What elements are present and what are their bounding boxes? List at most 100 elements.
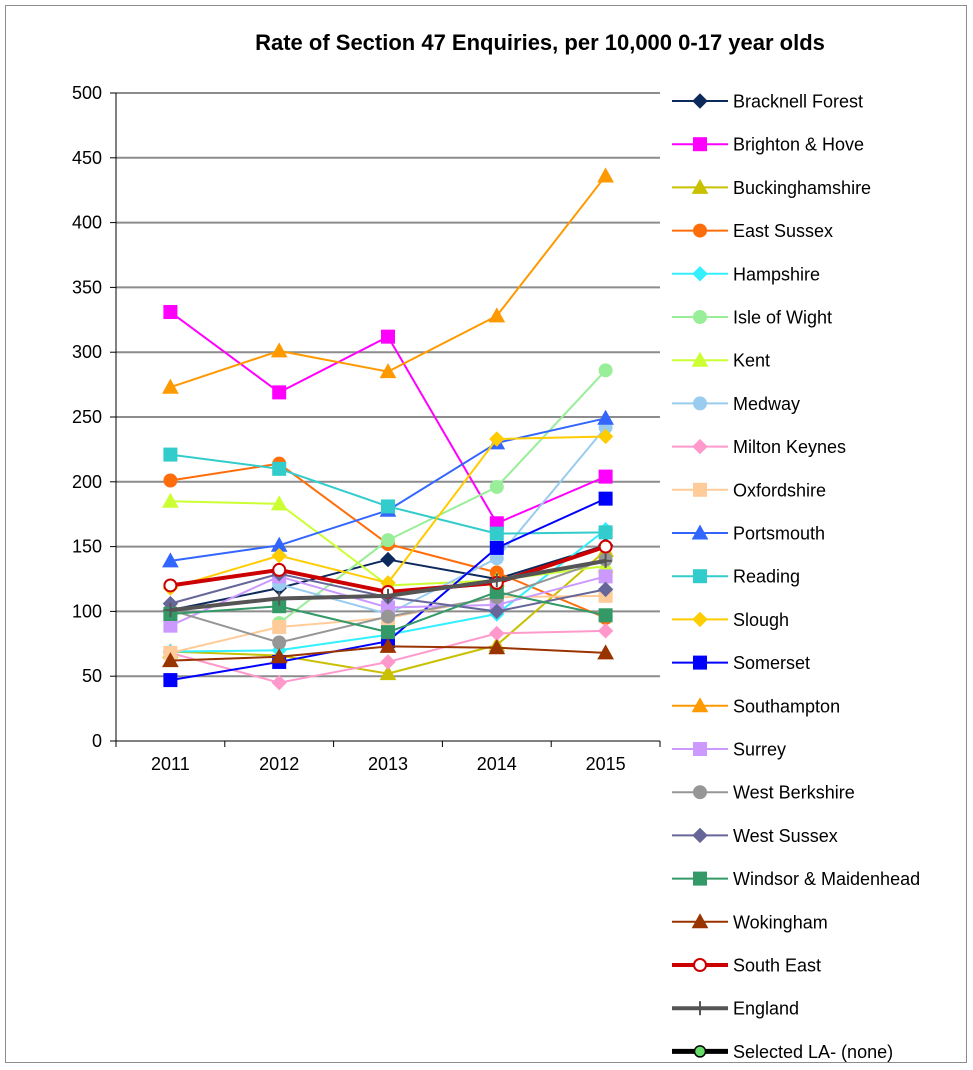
data-point bbox=[162, 552, 179, 568]
legend-entry: Selected LA- (none) bbox=[672, 1042, 893, 1062]
legend-label: Portsmouth bbox=[733, 524, 825, 544]
data-point bbox=[599, 553, 612, 568]
data-point bbox=[380, 551, 396, 568]
legend-label: Kent bbox=[733, 351, 770, 371]
legend-entry: Milton Keynes bbox=[672, 437, 846, 457]
data-point bbox=[598, 569, 613, 584]
data-point bbox=[489, 625, 505, 642]
legend-entry: Windsor & Maidenhead bbox=[672, 869, 920, 889]
legend-entry: Reading bbox=[672, 567, 800, 587]
legend-entry: Brighton & Hove bbox=[672, 135, 864, 155]
y-tick-label: 450 bbox=[72, 148, 102, 168]
data-point bbox=[162, 492, 179, 508]
legend-label: South East bbox=[733, 956, 821, 976]
data-point bbox=[598, 363, 613, 378]
legend-swatch-marker bbox=[693, 958, 707, 972]
y-tick-label: 200 bbox=[72, 472, 102, 492]
data-point bbox=[163, 447, 178, 462]
legend-swatch-marker bbox=[693, 223, 707, 238]
data-point bbox=[598, 525, 613, 540]
legend-label: Milton Keynes bbox=[733, 437, 846, 457]
data-point bbox=[598, 539, 613, 554]
legend-label: Hampshire bbox=[733, 264, 820, 284]
legend-swatch-marker bbox=[692, 93, 708, 109]
y-tick-label: 500 bbox=[72, 83, 102, 103]
data-point bbox=[272, 619, 287, 634]
data-point bbox=[272, 635, 287, 650]
legend-entry: Buckinghamshire bbox=[672, 178, 871, 198]
legend-swatch-marker bbox=[693, 310, 707, 324]
y-tick-label: 300 bbox=[72, 342, 102, 362]
y-tick-label: 0 bbox=[92, 731, 102, 751]
data-point bbox=[379, 637, 397, 653]
data-point bbox=[382, 588, 394, 603]
data-point bbox=[163, 305, 178, 320]
data-point bbox=[381, 625, 395, 640]
data-point bbox=[270, 342, 288, 358]
legend-swatch-marker bbox=[691, 697, 709, 713]
data-point bbox=[380, 654, 396, 670]
data-point bbox=[164, 603, 177, 618]
series-southampton bbox=[162, 167, 614, 394]
legend-swatch-marker bbox=[692, 827, 708, 844]
legend-label: Bracknell Forest bbox=[733, 92, 863, 112]
x-tick-label: 2015 bbox=[586, 754, 626, 774]
y-axis-ticks: 0 50 100 150 200 250 300 350 400 450 500 bbox=[72, 83, 116, 751]
data-point bbox=[270, 648, 288, 664]
x-tick-label: 2012 bbox=[259, 754, 299, 774]
legend-swatch-marker bbox=[693, 569, 707, 584]
legend-entry: England bbox=[672, 999, 799, 1019]
legend-swatch-marker bbox=[691, 524, 709, 540]
legend-swatch-marker bbox=[691, 351, 709, 367]
data-point bbox=[162, 378, 179, 394]
chart-frame bbox=[5, 5, 967, 1063]
data-point bbox=[381, 533, 395, 548]
data-point bbox=[488, 307, 506, 323]
legend: Bracknell Forest Brighton & Hove Buckingha… bbox=[672, 92, 920, 1062]
x-tick-label: 2014 bbox=[477, 754, 517, 774]
legend-entry: Isle of Wight bbox=[672, 308, 832, 328]
legend-entry: Somerset bbox=[672, 653, 810, 673]
data-point bbox=[381, 609, 395, 624]
data-point bbox=[597, 644, 614, 660]
legend-entry: Bracknell Forest bbox=[672, 92, 863, 112]
legend-entry: Surrey bbox=[672, 740, 786, 760]
data-point bbox=[488, 639, 506, 655]
legend-swatch-marker bbox=[692, 611, 708, 628]
legend-label: Reading bbox=[733, 567, 800, 587]
data-point bbox=[489, 526, 504, 541]
series-brighton-hove bbox=[163, 305, 613, 531]
legend-entry: East Sussex bbox=[672, 221, 833, 241]
data-point bbox=[489, 479, 504, 494]
data-point bbox=[381, 499, 395, 514]
legend-entry: Portsmouth bbox=[672, 524, 825, 544]
series-reading bbox=[163, 447, 613, 541]
legend-swatch-marker bbox=[692, 438, 708, 455]
legend-label: Wokingham bbox=[733, 912, 828, 932]
legend-entry: Slough bbox=[672, 610, 789, 630]
y-tick-label: 100 bbox=[72, 601, 102, 621]
legend-entry: West Sussex bbox=[672, 826, 838, 846]
legend-label: Somerset bbox=[733, 653, 810, 673]
legend-label: Brighton & Hove bbox=[733, 135, 864, 155]
data-point bbox=[162, 652, 179, 668]
legend-label: Selected LA- (none) bbox=[733, 1042, 893, 1062]
series-line bbox=[170, 453, 606, 535]
legend-label: Surrey bbox=[733, 740, 786, 760]
legend-entry: Southampton bbox=[672, 696, 840, 716]
data-point bbox=[379, 363, 397, 379]
data-point bbox=[163, 618, 178, 633]
legend-swatch-marker bbox=[693, 655, 707, 670]
data-point bbox=[379, 665, 397, 681]
legend-label: Isle of Wight bbox=[733, 308, 832, 328]
data-point bbox=[597, 409, 614, 425]
series-england bbox=[164, 553, 612, 618]
series-group bbox=[162, 167, 614, 691]
data-point bbox=[272, 385, 287, 400]
legend-entry: Wokingham bbox=[672, 912, 828, 932]
x-tick-label: 2013 bbox=[368, 754, 408, 774]
data-point bbox=[597, 581, 614, 598]
legend-swatch-marker bbox=[693, 482, 707, 497]
data-point bbox=[272, 562, 287, 577]
legend-swatch-marker bbox=[693, 396, 707, 411]
